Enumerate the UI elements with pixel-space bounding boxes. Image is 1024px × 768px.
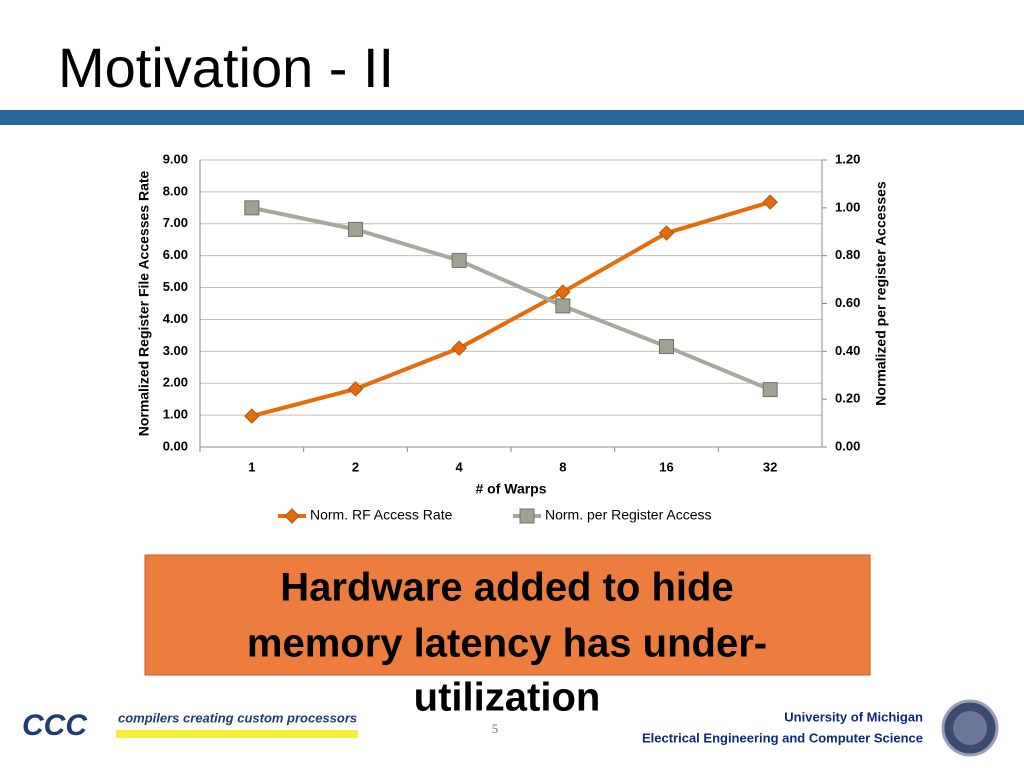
marker (762, 194, 778, 210)
legend-label: Norm. per Register Access (545, 507, 712, 523)
callout-box (144, 554, 871, 676)
y-tick-label: 7.00 (163, 215, 188, 230)
y-tick-label: 9.00 (163, 151, 188, 166)
university: University of Michigan (784, 709, 923, 724)
series-line (251, 200, 771, 419)
x-tick-label: 8 (559, 459, 566, 474)
y2-tick-label: 0.80 (835, 247, 860, 262)
marker (451, 252, 467, 268)
legend-label: Norm. RF Access Rate (310, 507, 453, 523)
callout-line: memory latency has under- (247, 622, 767, 666)
x-tick-label: 1 (248, 459, 255, 474)
x-tick-label: 2 (352, 459, 359, 474)
x-tick-label: 32 (763, 459, 777, 474)
y-tick-label: 5.00 (163, 279, 188, 294)
marker (451, 340, 467, 356)
marker (658, 225, 675, 241)
marker (244, 408, 260, 424)
y2-tick-label: 0.40 (835, 343, 860, 358)
marker (244, 200, 260, 216)
y2-axis-title: Normalized per register Accesses (873, 181, 889, 406)
x-tick-label: 16 (659, 459, 673, 474)
seal-center (953, 711, 987, 745)
x-tick-label: 4 (456, 459, 464, 474)
y-tick-label: 8.00 (163, 183, 188, 198)
marker (348, 221, 363, 237)
x-axis-title: # of Warps (475, 481, 546, 497)
callout-text: Hardware added to hide memory latency ha… (247, 566, 767, 720)
title-bar (0, 110, 1024, 125)
slide-number: 5 (492, 721, 499, 736)
tagline: compilers creating custom processors (118, 710, 357, 725)
department: Electrical Engineering and Computer Scie… (642, 730, 923, 745)
logo: CCC (22, 709, 88, 742)
y2-tick-label: 1.20 (835, 151, 860, 166)
marker (762, 382, 778, 398)
tagline-bar (116, 730, 358, 738)
y2-tick-label: 0.20 (835, 391, 860, 406)
marker (347, 381, 364, 397)
y2-tick-label: 1.00 (835, 199, 860, 214)
y-tick-label: 3.00 (163, 343, 188, 358)
y2-tick-label: 0.00 (835, 438, 860, 453)
slide-title: Motivation - II (58, 36, 394, 99)
y-tick-label: 4.00 (163, 311, 188, 326)
y-tick-label: 2.00 (163, 375, 188, 390)
callout-line: utilization (414, 676, 601, 720)
y-tick-label: 1.00 (163, 407, 188, 422)
y-axis-title: Normalized Register File Accesses Rate (136, 170, 152, 436)
marker (555, 298, 571, 314)
y-tick-label: 6.00 (163, 247, 188, 262)
callout-line: Hardware added to hide (280, 566, 733, 610)
marker (659, 339, 674, 355)
y-tick-label: 0.00 (163, 438, 188, 453)
marker (519, 508, 535, 524)
series-line (251, 205, 771, 392)
marker (284, 508, 300, 524)
y2-tick-label: 0.60 (835, 295, 860, 310)
